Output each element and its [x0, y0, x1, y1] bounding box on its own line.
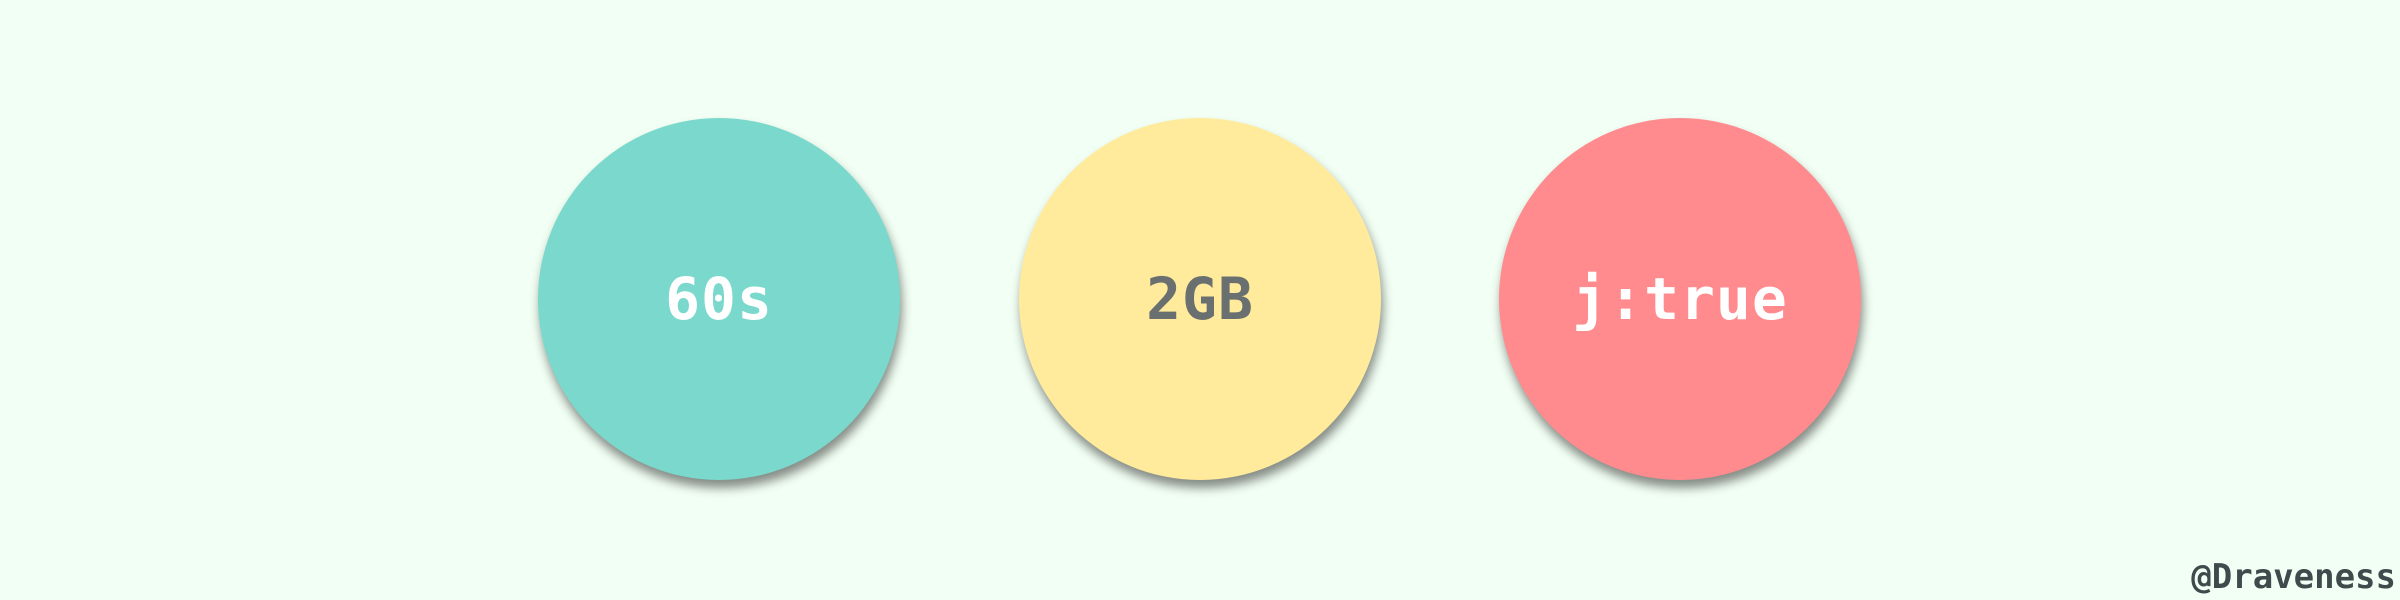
circle-label-timeout: 60s [665, 265, 773, 333]
author-watermark: @Draveness [2191, 557, 2396, 598]
circle-label-flag: j:true [1572, 265, 1788, 333]
circle-timeout: 60s [538, 118, 900, 480]
circle-label-memory: 2GB [1146, 265, 1254, 333]
circle-memory: 2GB [1019, 118, 1381, 480]
circle-flag: j:true [1499, 118, 1861, 480]
